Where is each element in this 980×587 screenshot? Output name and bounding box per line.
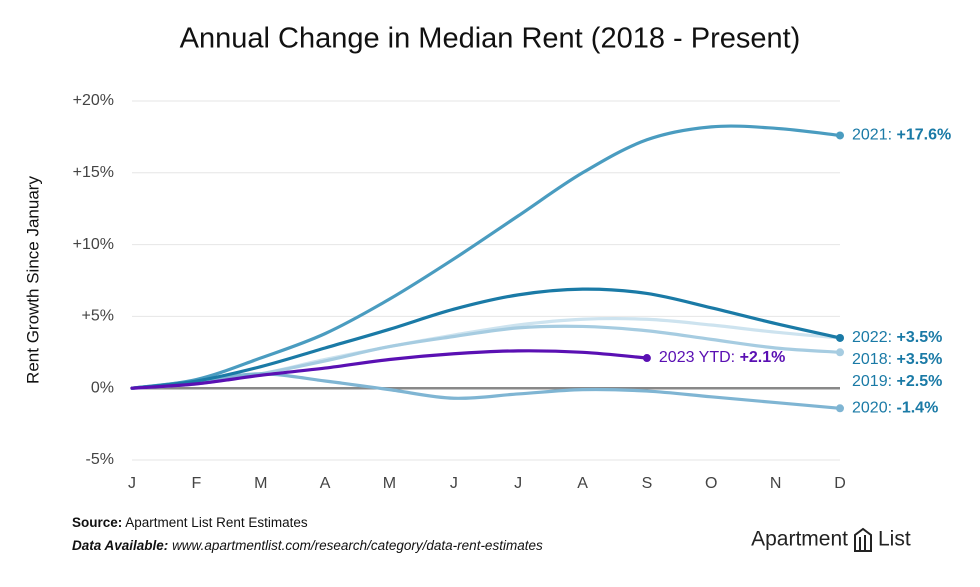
- data-label: +17.6%: [897, 127, 952, 144]
- x-tick-label: M: [254, 475, 267, 492]
- series-line: [130, 372, 842, 410]
- y-tick-label: -5%: [86, 451, 114, 468]
- data-label: +3.5%: [897, 329, 943, 346]
- series-label: 2022: +3.5%: [852, 329, 942, 346]
- series-label: 2020: -1.4%: [852, 400, 938, 417]
- end-dot: [642, 354, 651, 363]
- series-label: 2023 YTD: +2.1%: [659, 349, 785, 366]
- y-axis-label: Rent Growth Since January: [23, 176, 42, 384]
- end-dot: [836, 348, 844, 357]
- source-label: Source:: [72, 515, 122, 530]
- series-label: 2019: +2.5%: [852, 373, 942, 390]
- x-tick-label: O: [705, 475, 717, 492]
- series-name: 2018:: [852, 351, 892, 368]
- x-tick-label: N: [770, 475, 782, 492]
- data-label: +2.1%: [740, 349, 786, 366]
- x-tick-label: M: [383, 475, 396, 492]
- series-name: 2023 YTD:: [659, 349, 735, 366]
- series-name: 2021:: [852, 127, 892, 144]
- x-tick-label: J: [128, 475, 136, 492]
- x-tick-label: J: [450, 475, 458, 492]
- data-label: +2.5%: [897, 373, 943, 390]
- series-line: [130, 349, 649, 390]
- series-line: [130, 287, 842, 390]
- y-tick-label: +5%: [82, 308, 114, 325]
- x-tick-label: F: [191, 475, 201, 492]
- chart-title: Annual Change in Median Rent (2018 - Pre…: [180, 23, 801, 55]
- x-tick-label: J: [514, 475, 522, 492]
- series-name: 2022:: [852, 329, 892, 346]
- series-name: 2019:: [852, 373, 892, 390]
- data-label: +3.5%: [897, 351, 943, 368]
- y-tick-label: +20%: [73, 92, 114, 109]
- y-tick-label: 0%: [91, 379, 114, 396]
- series-label: 2021: +17.6%: [852, 127, 951, 144]
- end-dot: [836, 333, 844, 342]
- x-tick-label: A: [320, 475, 331, 492]
- logo-left: Apartment: [751, 528, 848, 551]
- x-tick-label: A: [577, 475, 588, 492]
- source: Source: Apartment List Rent Estimates: [72, 515, 308, 530]
- series-label: 2018: +3.5%: [852, 351, 942, 368]
- y-tick-label: +10%: [73, 236, 114, 253]
- x-tick-label: S: [642, 475, 653, 492]
- end-dot: [836, 131, 844, 140]
- series-name: 2020:: [852, 400, 892, 417]
- series-line: [130, 124, 842, 390]
- data-available: Data Available: www.apartmentlist.com/re…: [72, 538, 543, 553]
- source-text: Apartment List Rent Estimates: [125, 515, 308, 530]
- data-url: www.apartmentlist.com/research/category/…: [172, 538, 543, 553]
- data-label: Data Available:: [72, 538, 168, 553]
- logo-right: List: [878, 528, 911, 551]
- logo-icon: [854, 527, 872, 552]
- data-label: -1.4%: [897, 400, 939, 417]
- end-dot: [836, 404, 844, 413]
- y-tick-label: +15%: [73, 164, 114, 181]
- x-tick-label: D: [834, 475, 846, 492]
